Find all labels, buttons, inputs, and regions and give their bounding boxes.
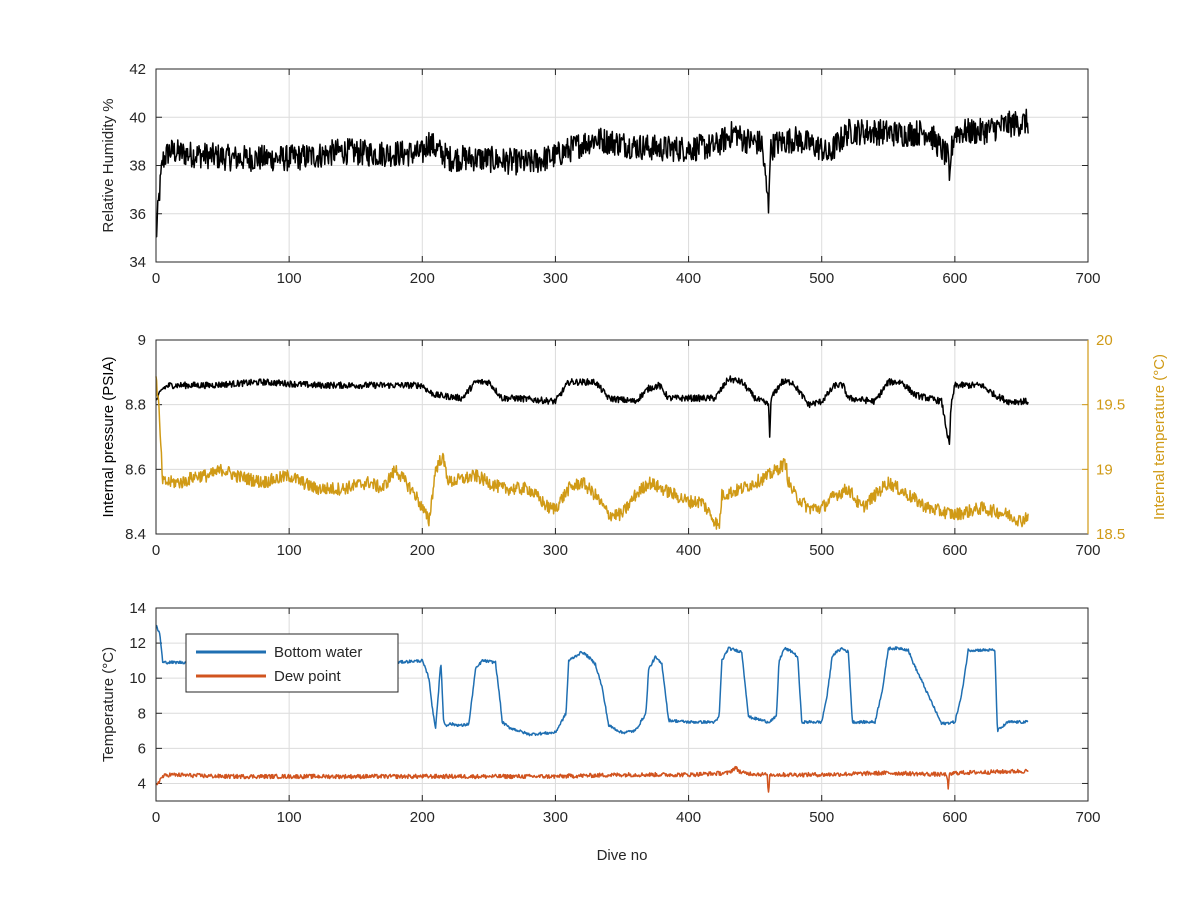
x-tick-label: 300 — [543, 542, 568, 559]
x-tick-label: 300 — [543, 270, 568, 287]
x-tick-label: 200 — [410, 809, 435, 826]
x-tick-label: 100 — [277, 809, 302, 826]
x-tick-label: 600 — [942, 542, 967, 559]
x-tick-label: 200 — [410, 270, 435, 287]
y-axis-label: Relative Humidity % — [100, 98, 117, 232]
y-tick-label: 8.6 — [125, 461, 146, 478]
y-tick-label: 38 — [129, 158, 146, 175]
x-tick-label: 600 — [942, 809, 967, 826]
legend-label: Bottom water — [274, 644, 362, 661]
y-tick-label: 14 — [129, 600, 146, 617]
y-right-tick-label: 20 — [1096, 332, 1113, 349]
x-tick-label: 400 — [676, 809, 701, 826]
x-tick-label: 200 — [410, 542, 435, 559]
axes-frame — [155, 607, 1089, 802]
y-tick-label: 8 — [138, 705, 146, 722]
x-tick-label: 500 — [809, 542, 834, 559]
y-right-axis-label: Internal temperature (°C) — [1151, 354, 1168, 520]
y-tick-label: 4 — [138, 775, 146, 792]
y-tick-label: 10 — [129, 670, 146, 687]
y-tick-label: 12 — [129, 635, 146, 652]
series-line-dew-point — [155, 765, 1029, 793]
x-tick-label: 0 — [152, 809, 160, 826]
y-right-tick-label: 19.5 — [1096, 397, 1125, 414]
y-tick-label: 40 — [129, 109, 146, 126]
y-right-tick-label: 18.5 — [1096, 526, 1125, 543]
legend: Bottom water Dew point — [185, 633, 399, 693]
legend-box — [185, 633, 399, 693]
series-line-internal-temperature — [155, 376, 1029, 530]
x-axis-label: Dive no — [597, 847, 648, 864]
x-tick-label: 100 — [277, 270, 302, 287]
x-tick-label: 400 — [676, 542, 701, 559]
x-tick-label: 100 — [277, 542, 302, 559]
y-tick-label: 6 — [138, 740, 146, 757]
series-line-primary — [155, 108, 1029, 238]
subplot-1: 0 100 200 300 400 500 600 700 34 36 38 40 42 Relative… — [100, 61, 1101, 287]
series-line-primary — [155, 375, 1029, 446]
plot-area — [156, 340, 1088, 534]
x-tick-label: 500 — [809, 809, 834, 826]
y-tick-label: 9 — [138, 332, 146, 349]
x-tick-label: 700 — [1075, 809, 1100, 826]
x-tick-label: 700 — [1075, 542, 1100, 559]
x-tick-label: 0 — [152, 270, 160, 287]
subplot-2: 0 100 200 300 400 500 600 700 8.4 8.6 8.8 9 18.5 19 19… — [100, 332, 1168, 559]
subplot-3: 0 100 200 300 400 500 600 700 4 6 8 10 12 14 Temperatu… — [100, 600, 1101, 826]
y-tick-label: 8.8 — [125, 397, 146, 414]
y-right-tick-label: 19 — [1096, 461, 1113, 478]
y-tick-label: 34 — [129, 254, 146, 271]
y-axis-label: Internal pressure (PSIA) — [100, 357, 117, 518]
x-tick-label: 500 — [809, 270, 834, 287]
y-axis-label: Temperature (°C) — [100, 647, 117, 762]
legend-label: Dew point — [274, 668, 342, 685]
x-tick-label: 700 — [1075, 270, 1100, 287]
x-tick-label: 300 — [543, 809, 568, 826]
x-tick-label: 400 — [676, 270, 701, 287]
axes-frame — [155, 68, 1089, 263]
y-tick-label: 42 — [129, 61, 146, 78]
x-tick-label: 600 — [942, 270, 967, 287]
y-tick-label: 8.4 — [125, 526, 146, 543]
y-tick-label: 36 — [129, 206, 146, 223]
x-tick-label: 0 — [152, 542, 160, 559]
